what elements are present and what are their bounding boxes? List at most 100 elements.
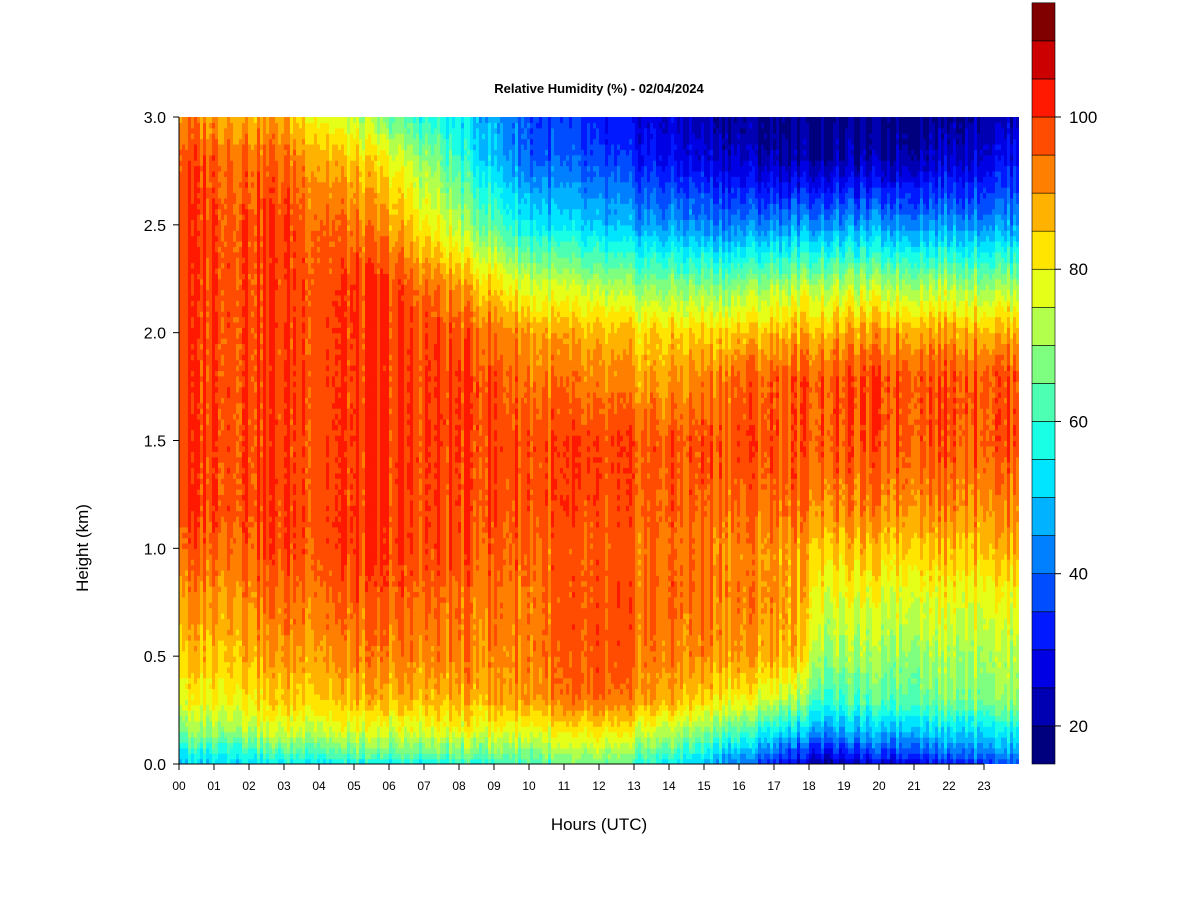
heatmap-cell xyxy=(230,580,234,587)
heatmap-cell xyxy=(215,521,219,528)
heatmap-cell xyxy=(200,569,204,576)
heatmap-cell xyxy=(194,742,198,749)
heatmap-cell xyxy=(233,645,237,652)
heatmap-cell xyxy=(218,666,222,673)
heatmap-cell xyxy=(212,402,216,409)
heatmap-cell xyxy=(224,548,228,555)
heatmap-cell xyxy=(191,289,195,296)
heatmap-cell xyxy=(188,149,192,156)
heatmap-cell xyxy=(185,683,189,690)
heatmap-cell xyxy=(188,284,192,291)
heatmap-cell xyxy=(236,731,240,738)
heatmap-cell xyxy=(182,300,186,307)
heatmap-cell xyxy=(212,483,216,490)
heatmap-cell xyxy=(203,208,207,215)
heatmap-cell xyxy=(230,408,234,415)
heatmap-cell xyxy=(203,548,207,555)
heatmap-cell xyxy=(221,532,225,539)
heatmap-cell xyxy=(221,564,225,571)
heatmap-cell xyxy=(236,343,240,350)
heatmap-cell xyxy=(188,731,192,738)
heatmap-cell xyxy=(203,602,207,609)
heatmap-cell xyxy=(200,386,204,393)
heatmap-cell xyxy=(227,230,231,237)
heatmap-cell xyxy=(203,187,207,194)
heatmap-cell xyxy=(185,510,189,517)
heatmap-cell xyxy=(206,284,210,291)
heatmap-cell xyxy=(233,720,237,727)
heatmap-cell xyxy=(227,365,231,372)
heatmap-cell xyxy=(191,294,195,301)
heatmap-cell xyxy=(200,117,204,123)
heatmap-cell xyxy=(212,661,216,668)
heatmap-cell xyxy=(194,440,198,447)
heatmap-cell xyxy=(215,397,219,404)
heatmap-cell xyxy=(218,451,222,458)
heatmap-cell xyxy=(230,181,234,188)
heatmap-cell xyxy=(215,440,219,447)
heatmap-cell xyxy=(194,408,198,415)
heatmap-cell xyxy=(215,499,219,506)
heatmap-cell xyxy=(185,634,189,641)
heatmap-cell xyxy=(236,758,240,764)
heatmap-cell xyxy=(188,758,192,764)
heatmap-cell xyxy=(188,639,192,646)
heatmap-cell xyxy=(206,505,210,512)
heatmap-cell xyxy=(209,170,213,177)
heatmap-cell xyxy=(203,435,207,442)
heatmap-cell xyxy=(191,710,195,717)
heatmap-cell xyxy=(206,424,210,431)
heatmap-cell xyxy=(206,197,210,204)
heatmap-cell xyxy=(215,241,219,247)
heatmap-cell xyxy=(185,316,189,323)
heatmap-cell xyxy=(203,650,207,657)
heatmap-cell xyxy=(191,440,195,447)
heatmap-cell xyxy=(179,418,183,425)
heatmap-cell xyxy=(179,467,183,474)
heatmap-cell xyxy=(236,656,240,663)
heatmap-cell xyxy=(212,251,216,258)
heatmap-cell xyxy=(227,548,231,555)
heatmap-cell xyxy=(194,122,198,129)
heatmap-cell xyxy=(185,133,189,140)
heatmap-cell xyxy=(224,661,228,668)
heatmap-cell xyxy=(197,645,201,652)
heatmap-cell xyxy=(215,532,219,539)
heatmap-cell xyxy=(194,494,198,501)
heatmap-cell xyxy=(230,397,234,404)
heatmap-cell xyxy=(191,375,195,382)
heatmap-cell xyxy=(200,742,204,749)
heatmap-cell xyxy=(233,305,237,312)
heatmap-cell xyxy=(233,737,237,744)
heatmap-cell xyxy=(203,472,207,479)
heatmap-cell xyxy=(221,208,225,215)
heatmap-cell xyxy=(218,386,222,393)
heatmap-cell xyxy=(179,435,183,442)
heatmap-cell xyxy=(203,607,207,614)
heatmap-cell xyxy=(212,365,216,372)
heatmap-cell xyxy=(188,235,192,242)
heatmap-cell xyxy=(221,586,225,593)
heatmap-cell xyxy=(185,661,189,668)
heatmap-cell xyxy=(209,677,213,684)
heatmap-cell xyxy=(212,515,216,522)
heatmap-cell xyxy=(236,440,240,447)
heatmap-cell xyxy=(224,639,228,646)
heatmap-cell xyxy=(185,548,189,555)
heatmap-cell xyxy=(191,359,195,366)
heatmap-cell xyxy=(236,650,240,657)
heatmap-cell xyxy=(191,683,195,690)
heatmap-cell xyxy=(206,246,210,253)
heatmap-cell xyxy=(224,720,228,727)
heatmap-cell xyxy=(227,316,231,323)
heatmap-cell xyxy=(227,267,231,274)
heatmap-cell xyxy=(197,650,201,657)
heatmap-cell xyxy=(221,267,225,274)
heatmap-cell xyxy=(212,311,216,318)
heatmap-cell xyxy=(209,408,213,415)
heatmap-cell xyxy=(194,327,198,334)
heatmap-cell xyxy=(215,154,219,161)
heatmap-cell xyxy=(227,489,231,496)
heatmap-cell xyxy=(224,650,228,657)
heatmap-cell xyxy=(212,154,216,161)
